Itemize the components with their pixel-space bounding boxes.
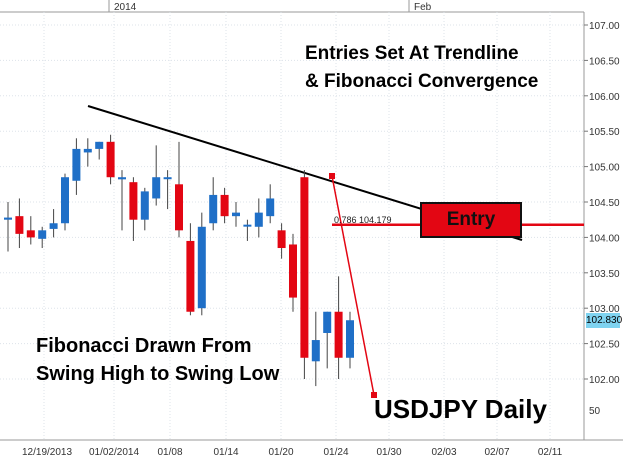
candle-down xyxy=(220,194,229,217)
candle-down xyxy=(277,230,286,249)
candle-up xyxy=(163,177,172,180)
candle-down xyxy=(289,244,297,298)
fibonacci-level-label: 0.786 104.179 xyxy=(334,215,392,225)
x-tick-label: 02/07 xyxy=(484,447,509,458)
annotation-entries: Entries Set At Trendline & Fibonacci Con… xyxy=(305,40,538,96)
candle-down xyxy=(106,141,115,178)
candle-down xyxy=(129,182,138,220)
y-extra-label: 50 xyxy=(589,406,601,417)
fib-handle-high xyxy=(329,173,335,179)
top-axis-label: 2014 xyxy=(114,2,137,13)
y-tick-label: 103.00 xyxy=(589,304,620,315)
candle-up xyxy=(61,177,69,224)
x-tick-label: 01/14 xyxy=(213,447,238,458)
candle-down xyxy=(334,311,343,358)
candle-up xyxy=(118,177,126,180)
y-tick-label: 102.00 xyxy=(589,375,620,386)
candle-up xyxy=(266,198,275,217)
candle-up xyxy=(83,148,92,153)
annotation-fibonacci: Fibonacci Drawn From Swing High to Swing… xyxy=(36,332,279,388)
y-tick-label: 102.50 xyxy=(589,340,620,351)
x-tick-label: 01/24 xyxy=(323,447,348,458)
x-tick-label: 01/02/2014 xyxy=(89,447,139,458)
fibonacci-diagonal xyxy=(331,175,375,396)
y-tick-label: 104.00 xyxy=(589,233,620,244)
candle-down xyxy=(300,177,309,358)
candle-up xyxy=(152,177,161,199)
candle-up xyxy=(140,191,149,220)
candle-up xyxy=(311,340,320,362)
x-tick-label: 01/20 xyxy=(268,447,293,458)
y-tick-label: 103.50 xyxy=(589,269,620,280)
candle-down xyxy=(15,216,24,234)
x-tick-label: 02/03 xyxy=(431,447,456,458)
candle-up xyxy=(346,320,354,358)
y-tick-label: 106.00 xyxy=(589,92,620,103)
y-tick-label: 104.50 xyxy=(589,198,620,209)
candle-up xyxy=(49,223,58,229)
candle-up xyxy=(232,212,240,217)
candle-up xyxy=(38,230,47,239)
chart-title: USDJPY Daily xyxy=(374,394,547,424)
fib-handle-low xyxy=(371,392,377,398)
candle-down xyxy=(186,240,195,312)
candle-up xyxy=(254,212,263,227)
candle-down xyxy=(26,230,35,238)
candle-up xyxy=(209,194,218,224)
x-tick-label: 02/11 xyxy=(538,447,563,458)
candle-up xyxy=(243,224,252,227)
entry-box: Entry xyxy=(420,202,522,238)
candle-up xyxy=(95,141,104,149)
last-price-tag: 102.830 xyxy=(586,313,623,328)
candle-up xyxy=(197,226,206,309)
annotation-entries-line1: Entries Set At Trendline xyxy=(305,43,519,64)
y-tick-label: 105.00 xyxy=(589,163,620,174)
candle-up xyxy=(323,311,332,333)
candle-up xyxy=(72,148,81,181)
annotation-entries-line2: & Fibonacci Convergence xyxy=(305,71,539,92)
y-tick-label: 105.50 xyxy=(589,127,620,138)
candle-up xyxy=(4,217,12,220)
candle-down xyxy=(175,184,183,231)
annotation-fib-line2: Swing High to Swing Low xyxy=(36,363,280,385)
y-tick-label: 106.50 xyxy=(589,56,620,67)
y-tick-label: 107.00 xyxy=(589,21,620,32)
top-axis-label: Feb xyxy=(414,2,432,13)
x-tick-label: 01/30 xyxy=(376,447,401,458)
annotation-fib-line1: Fibonacci Drawn From xyxy=(36,335,252,357)
x-tick-label: 12/19/2013 xyxy=(22,447,72,458)
x-tick-label: 01/08 xyxy=(157,447,182,458)
